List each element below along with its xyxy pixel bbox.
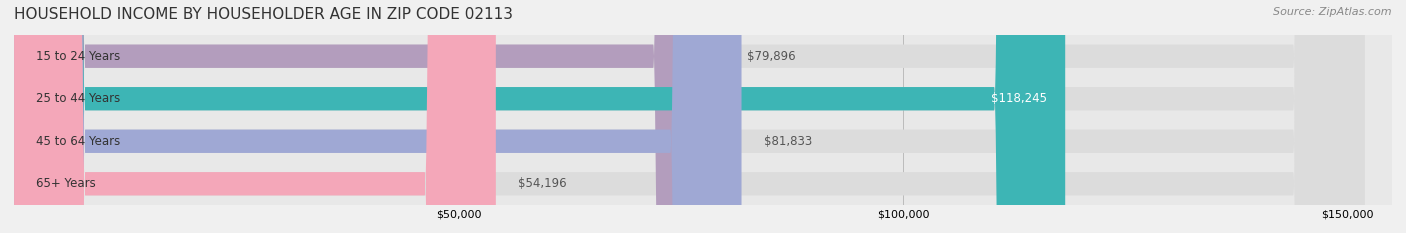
Text: 15 to 24 Years: 15 to 24 Years <box>37 50 121 63</box>
Text: $79,896: $79,896 <box>747 50 796 63</box>
FancyBboxPatch shape <box>14 0 1364 233</box>
Text: 25 to 44 Years: 25 to 44 Years <box>37 92 121 105</box>
FancyBboxPatch shape <box>14 0 1364 233</box>
FancyBboxPatch shape <box>14 0 1364 233</box>
FancyBboxPatch shape <box>14 0 741 233</box>
Text: 45 to 64 Years: 45 to 64 Years <box>37 135 121 148</box>
Text: 65+ Years: 65+ Years <box>37 177 96 190</box>
FancyBboxPatch shape <box>14 0 1364 233</box>
Text: Source: ZipAtlas.com: Source: ZipAtlas.com <box>1274 7 1392 17</box>
Text: $81,833: $81,833 <box>763 135 813 148</box>
Text: HOUSEHOLD INCOME BY HOUSEHOLDER AGE IN ZIP CODE 02113: HOUSEHOLD INCOME BY HOUSEHOLDER AGE IN Z… <box>14 7 513 22</box>
FancyBboxPatch shape <box>14 0 724 233</box>
FancyBboxPatch shape <box>14 0 496 233</box>
Text: $118,245: $118,245 <box>991 92 1047 105</box>
FancyBboxPatch shape <box>14 0 1066 233</box>
Text: $54,196: $54,196 <box>517 177 567 190</box>
